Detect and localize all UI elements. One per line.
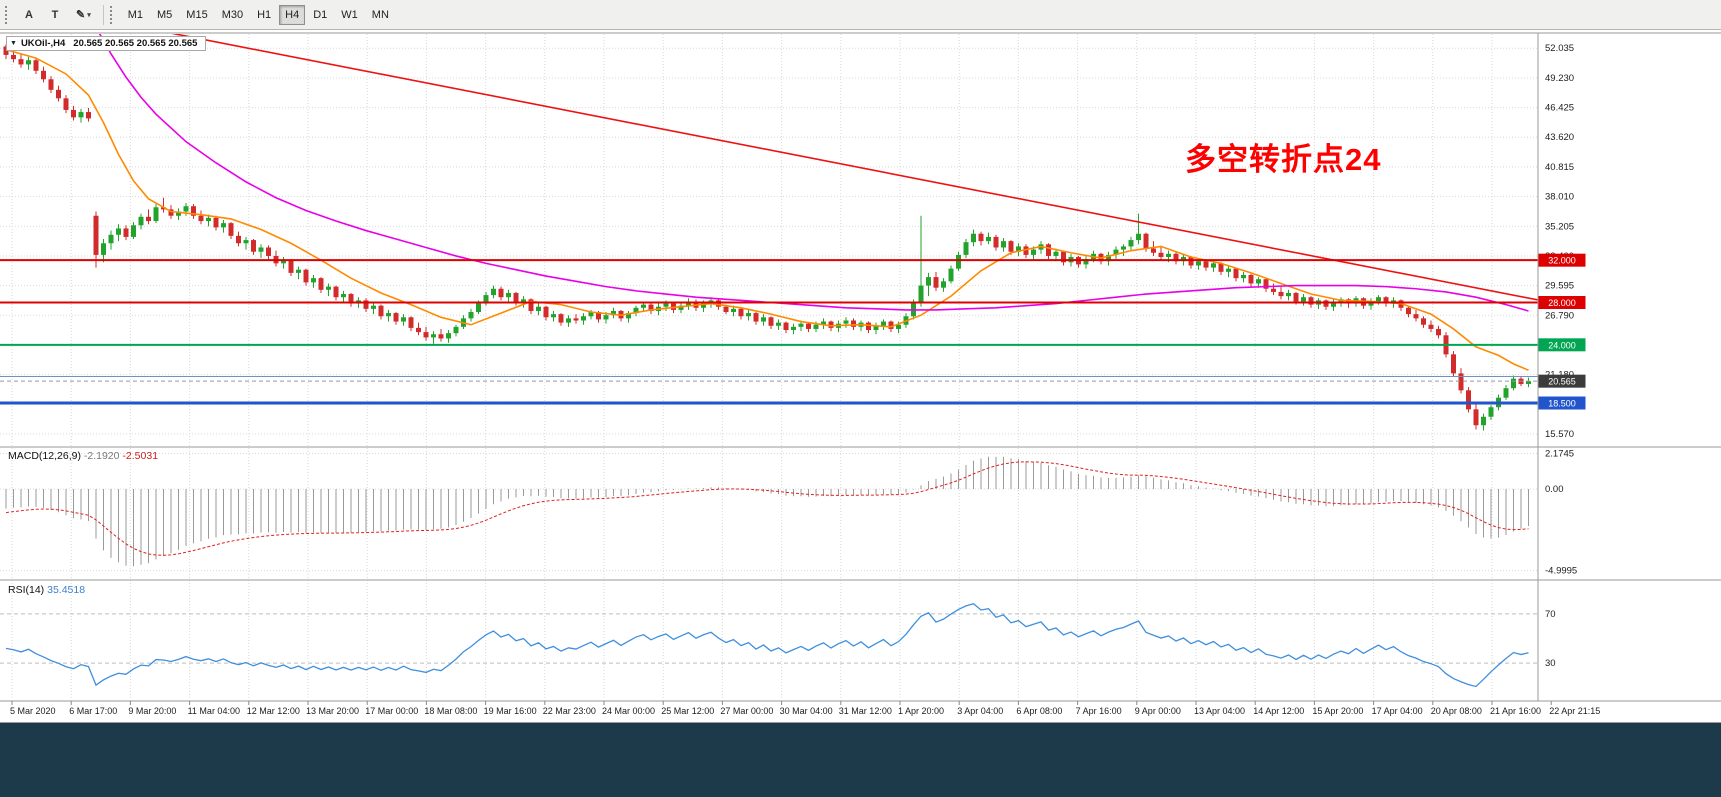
svg-text:17 Apr 04:00: 17 Apr 04:00: [1372, 706, 1423, 716]
chart-symbol-timeframe: UKOil-,H4: [20, 38, 66, 49]
svg-text:22 Apr 21:15: 22 Apr 21:15: [1549, 706, 1600, 716]
macd-histogram: [5, 456, 1529, 567]
svg-text:26.790: 26.790: [1545, 310, 1574, 321]
svg-text:18 Mar 08:00: 18 Mar 08:00: [424, 706, 477, 716]
rsi-line: [5, 603, 1529, 688]
macd-value-signal: -2.5031: [122, 450, 159, 462]
rsi-name: RSI(14): [8, 584, 45, 596]
svg-text:9 Apr 00:00: 9 Apr 00:00: [1135, 706, 1181, 716]
svg-text:22 Mar 23:00: 22 Mar 23:00: [543, 706, 596, 716]
macd-value-main: -2.1920: [83, 450, 120, 462]
svg-text:17 Mar 00:00: 17 Mar 00:00: [365, 706, 418, 716]
svg-text:5 Mar 2020: 5 Mar 2020: [10, 706, 56, 716]
ma-orange-line: [5, 48, 1529, 371]
chart-title-box[interactable]: ▼ UKOil-,H4 20.565 20.565 20.565 20.565: [6, 36, 207, 51]
horizontal-levels[interactable]: 32.000 28.000 24.000 18.500: [0, 253, 1586, 410]
chart-annotation-text[interactable]: 多空转折点24: [1185, 142, 1382, 177]
svg-text:7 Apr 16:00: 7 Apr 16:00: [1076, 706, 1122, 716]
last-price-badge: [1538, 374, 1586, 388]
svg-text:0.00: 0.00: [1545, 484, 1564, 495]
svg-text:49.230: 49.230: [1545, 73, 1574, 84]
svg-text:2.1745: 2.1745: [1545, 448, 1574, 459]
timeframe-toolbar: M1 M5 M15 M30 H1 H4 D1 W1 MN: [121, 4, 396, 25]
timeframe-button-m15[interactable]: M15: [180, 5, 213, 25]
price-axis[interactable]: 52.035 49.230 46.425 43.620 40.815 38.010 35.2…: [1545, 43, 1577, 669]
svg-text:25 Mar 12:00: 25 Mar 12:00: [661, 706, 714, 716]
bottom-bar: [0, 722, 1721, 797]
svg-text:18.500: 18.500: [1548, 399, 1576, 409]
svg-text:20.565: 20.565: [1548, 377, 1576, 387]
grid-lines: [0, 34, 1538, 701]
timeframe-button-m1[interactable]: M1: [122, 5, 149, 25]
chart-ohlc-values: 20.565 20.565 20.565 20.565: [73, 38, 198, 49]
svg-text:-4.9995: -4.9995: [1545, 566, 1577, 577]
svg-text:46.425: 46.425: [1545, 103, 1574, 114]
timeframe-button-h4[interactable]: H4: [279, 4, 306, 25]
svg-text:1 Apr 20:00: 1 Apr 20:00: [898, 706, 944, 716]
timeframe-button-w1[interactable]: W1: [335, 5, 364, 25]
svg-text:9 Mar 20:00: 9 Mar 20:00: [128, 706, 176, 716]
oneclick-dropdown-icon[interactable]: ▼: [10, 40, 17, 47]
timeframe-button-m30[interactable]: M30: [216, 5, 249, 25]
svg-text:35.205: 35.205: [1545, 221, 1574, 232]
svg-text:52.035: 52.035: [1545, 43, 1574, 54]
macd-indicator-label: MACD(12,26,9) -2.1920 -2.5031: [8, 450, 158, 462]
time-axis[interactable]: 5 Mar 2020 6 Mar 17:00 9 Mar 20:00 11 Mar 0…: [10, 701, 1600, 716]
svg-text:3 Apr 04:00: 3 Apr 04:00: [957, 706, 1003, 716]
svg-text:6 Apr 08:00: 6 Apr 08:00: [1016, 706, 1062, 716]
svg-text:29.595: 29.595: [1545, 281, 1574, 292]
svg-text:28.000: 28.000: [1548, 298, 1576, 308]
text-tool-button[interactable]: T: [43, 4, 67, 26]
timeframe-button-h1[interactable]: H1: [251, 5, 277, 25]
svg-text:19 Mar 16:00: 19 Mar 16:00: [484, 706, 537, 716]
svg-text:12 Mar 12:00: 12 Mar 12:00: [247, 706, 300, 716]
svg-text:70: 70: [1545, 609, 1556, 620]
cursor-tool-button[interactable]: A: [17, 4, 41, 26]
svg-text:21 Apr 16:00: 21 Apr 16:00: [1490, 706, 1541, 716]
chevron-down-icon: ▾: [87, 11, 91, 19]
toolbar-grip[interactable]: [5, 5, 11, 24]
draw-tool-button[interactable]: ✎ ▾: [69, 4, 98, 26]
svg-text:30 Mar 04:00: 30 Mar 04:00: [780, 706, 833, 716]
svg-text:6 Mar 17:00: 6 Mar 17:00: [69, 706, 117, 716]
toolbar-separator: [102, 4, 104, 25]
svg-text:11 Mar 04:00: 11 Mar 04:00: [188, 706, 240, 716]
svg-text:15 Apr 20:00: 15 Apr 20:00: [1312, 706, 1363, 716]
macd-name: MACD(12,26,9): [8, 450, 81, 462]
svg-text:13 Mar 20:00: 13 Mar 20:00: [306, 706, 359, 716]
timeframe-button-mn[interactable]: MN: [366, 5, 395, 25]
svg-text:15.570: 15.570: [1545, 429, 1574, 440]
timeframe-button-m5[interactable]: M5: [151, 5, 178, 25]
candles[interactable]: [3, 44, 1532, 431]
rsi-indicator-label: RSI(14) 35.4518: [8, 584, 85, 596]
svg-text:20 Apr 08:00: 20 Apr 08:00: [1431, 706, 1482, 716]
descending-trendline[interactable]: [164, 32, 1552, 303]
svg-text:27 Mar 00:00: 27 Mar 00:00: [720, 706, 773, 716]
svg-text:13 Apr 04:00: 13 Apr 04:00: [1194, 706, 1245, 716]
svg-text:14 Apr 12:00: 14 Apr 12:00: [1253, 706, 1304, 716]
toolbar-grip[interactable]: [109, 5, 116, 24]
svg-text:38.010: 38.010: [1545, 192, 1574, 203]
svg-text:43.620: 43.620: [1545, 132, 1574, 143]
svg-text:30: 30: [1545, 658, 1556, 669]
timeframe-button-d1[interactable]: D1: [307, 5, 333, 25]
svg-text:40.815: 40.815: [1545, 162, 1574, 173]
rsi-value: 35.4518: [47, 584, 86, 596]
macd-signal-line: [5, 461, 1529, 556]
pencil-icon: ✎: [76, 9, 86, 21]
svg-text:31 Mar 12:00: 31 Mar 12:00: [839, 706, 892, 716]
toolbar: A T ✎ ▾ M1 M5 M15 M30 H1 H4 D1 W1 MN: [0, 0, 1721, 30]
ma-magenta-line: [98, 34, 1529, 312]
svg-text:24 Mar 00:00: 24 Mar 00:00: [602, 706, 655, 716]
svg-text:32.000: 32.000: [1548, 256, 1576, 266]
svg-text:24.000: 24.000: [1548, 340, 1576, 350]
